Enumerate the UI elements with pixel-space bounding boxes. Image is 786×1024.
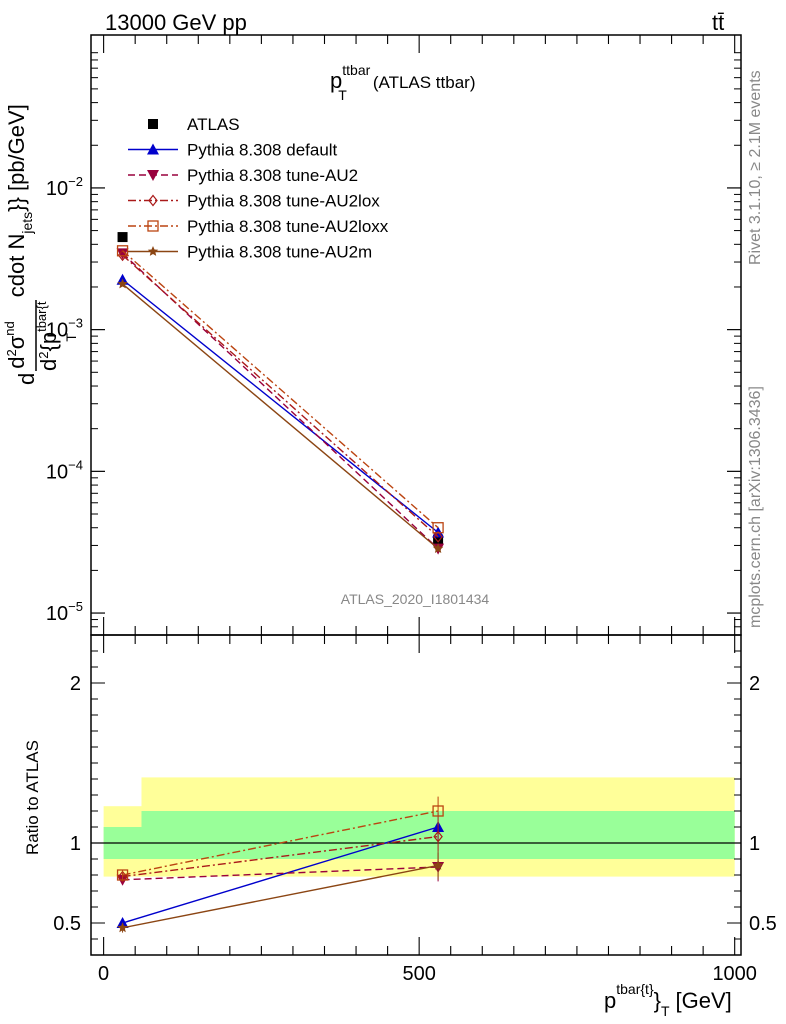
x-tick-label: 1000 [712, 963, 757, 985]
ratio-y-tick-label: 0.5 [53, 913, 81, 935]
data-point [116, 245, 129, 257]
legend-marker [147, 220, 159, 232]
ratio-point [433, 830, 443, 843]
ratio-y-tick-label: 2 [70, 673, 81, 695]
x-axis-label: ptbar{t}}T [GeV] [604, 981, 732, 1019]
legend-marker [147, 143, 159, 155]
rivet-label: Rivet 3.1.10, ≥ 2.1M events [747, 70, 764, 265]
ratio-point [117, 922, 128, 933]
series-line [122, 250, 439, 529]
svg-text:d2{ptbar{tT: d2{ptbar{tT [34, 301, 79, 371]
series-2 [116, 248, 445, 555]
data-point [433, 534, 444, 545]
main-y-axis-label: dd2σndcdot Njets}} [pb/GeV] d2{ptbar{tT [2, 104, 79, 385]
data-point [432, 522, 444, 534]
data-point [433, 530, 443, 543]
legend-label: Pythia 8.308 tune-AU2loxx [187, 217, 389, 236]
legend-label: ATLAS [187, 115, 240, 134]
legend-marker [148, 119, 158, 129]
data-point [117, 278, 128, 289]
legend-marker [148, 194, 158, 207]
data-point [432, 543, 444, 553]
ratio-line [122, 810, 439, 876]
legend-label: Pythia 8.308 tune-AU2 [187, 166, 358, 185]
ratio-series-4 [117, 851, 444, 933]
ratio-point [432, 859, 444, 870]
series-line [122, 283, 439, 550]
ratio-point [432, 805, 444, 817]
legend-marker [147, 246, 159, 256]
mcplots-label: mcplots.cern.ch [arXiv:1306.3436] [747, 386, 764, 628]
main-y-tick-label: 10−4 [46, 457, 83, 483]
series-3 [117, 249, 443, 543]
ratio-y-tick-label-right: 0.5 [749, 913, 777, 935]
x-tick-label: 0 [98, 963, 109, 985]
main-y-tick-label: 10−2 [46, 174, 83, 200]
ratio-y-tick-label-right: 1 [749, 833, 760, 855]
x-tick-label: 500 [402, 963, 435, 985]
ratio-line [122, 864, 439, 929]
series-5 [117, 278, 444, 553]
ratio-y-tick-label-right: 2 [749, 673, 760, 695]
legend-label: Pythia 8.308 tune-AU2lox [187, 192, 380, 211]
main-panel: 10−5 10−4 10−3 10−2 [46, 34, 742, 636]
series-line [122, 254, 439, 538]
legend-marker [147, 170, 159, 181]
svg-text:dd2σndcdot Njets}} [pb/GeV]: dd2σndcdot Njets}} [pb/GeV] [2, 104, 39, 385]
legend-label: Pythia 8.308 tune-AU2m [187, 243, 372, 262]
data-point [117, 232, 128, 243]
ratio-y-tick-label: 1 [70, 833, 81, 855]
ratio-y-axis-label: Ratio to ATLAS [23, 740, 42, 855]
energy-label: 13000 GeV pp [105, 10, 247, 35]
series-line [122, 252, 439, 550]
series-4 [116, 245, 444, 534]
legend: ATLAS Pythia 8.308 default Pythia 8.308 tu… [128, 115, 389, 262]
data-point [116, 248, 129, 260]
ratio-series-3 [116, 796, 444, 881]
ratio-line [122, 826, 439, 924]
ratio-panel: 0 500 1000 0.5 0.5 1 1 2 2 [53, 634, 777, 985]
analysis-watermark: ATLAS_2020_I1801434 [341, 591, 490, 607]
main-y-tick-label: 10−3 [46, 316, 83, 342]
ratio-line [122, 866, 439, 881]
process-label: tt̄ [712, 10, 724, 35]
ratio-line [122, 835, 439, 878]
legend-label: Pythia 8.308 default [187, 141, 338, 160]
ratio-point [116, 869, 129, 881]
main-y-tick-label: 10−5 [46, 599, 83, 625]
main-title: pttbar T(ATLAS ttbar) [330, 62, 475, 103]
